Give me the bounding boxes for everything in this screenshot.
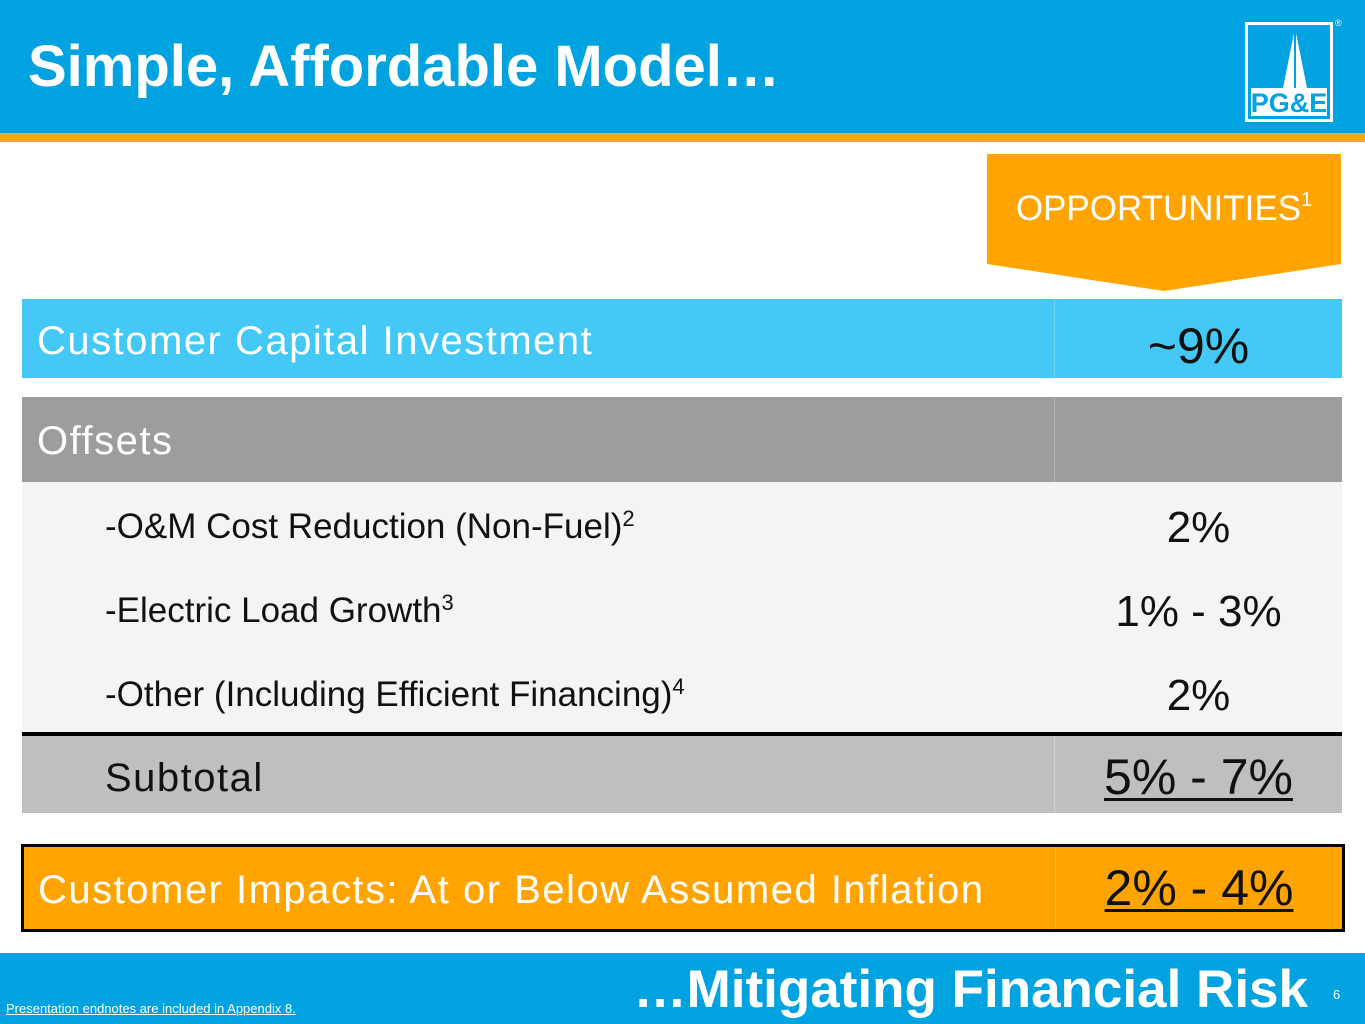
subtotal-label: Subtotal	[105, 756, 264, 800]
customer-impacts-row: Customer Impacts: At or Below Assumed In…	[21, 844, 1345, 932]
customer-capital-label: Customer Capital Investment	[37, 319, 594, 363]
subtotal-value: 5% - 7%	[1104, 749, 1293, 805]
customer-capital-row: Customer Capital Investment ~9%	[22, 299, 1342, 378]
item-value-om: 2%	[1166, 503, 1231, 552]
slide-title: Simple, Affordable Model…	[28, 34, 780, 99]
registered-mark: ®	[1335, 18, 1342, 28]
page-number: 6	[1333, 987, 1341, 1002]
offsets-row: Offsets	[22, 397, 1342, 482]
opportunities-footnote: 1	[1301, 189, 1313, 211]
customer-impacts-value: 2% - 4%	[1104, 860, 1294, 916]
item-label-om: -O&M Cost Reduction (Non-Fuel)2	[105, 506, 635, 546]
customer-capital-value: ~9%	[1147, 318, 1250, 374]
subtotal-rule	[22, 732, 1342, 736]
offset-items: -O&M Cost Reduction (Non-Fuel)2 2% -Elec…	[22, 482, 1342, 733]
pge-logo-icon: PG&E	[1245, 22, 1333, 122]
opportunities-label: OPPORTUNITIES1	[1015, 189, 1313, 228]
item-value-load-growth: 1% - 3%	[1115, 587, 1282, 636]
item-value-other: 2%	[1166, 671, 1231, 720]
endnotes-link[interactable]: Presentation endnotes are included in Ap…	[6, 1001, 296, 1016]
logo-text: PG&E	[1251, 88, 1328, 118]
footer-title: …Mitigating Financial Risk	[633, 960, 1308, 1019]
item-label-other: -Other (Including Efficient Financing)4	[105, 674, 685, 714]
offsets-label: Offsets	[37, 419, 174, 463]
opportunities-banner	[987, 154, 1341, 291]
header-bar	[0, 0, 1365, 133]
header-accent-stripe	[0, 133, 1365, 142]
customer-impacts-label: Customer Impacts: At or Below Assumed In…	[38, 868, 985, 912]
footer-bar: …Mitigating Financial Risk 6 Presentatio…	[0, 953, 1365, 1024]
item-label-load-growth: -Electric Load Growth3	[105, 590, 454, 630]
subtotal-row: Subtotal 5% - 7%	[22, 736, 1342, 813]
